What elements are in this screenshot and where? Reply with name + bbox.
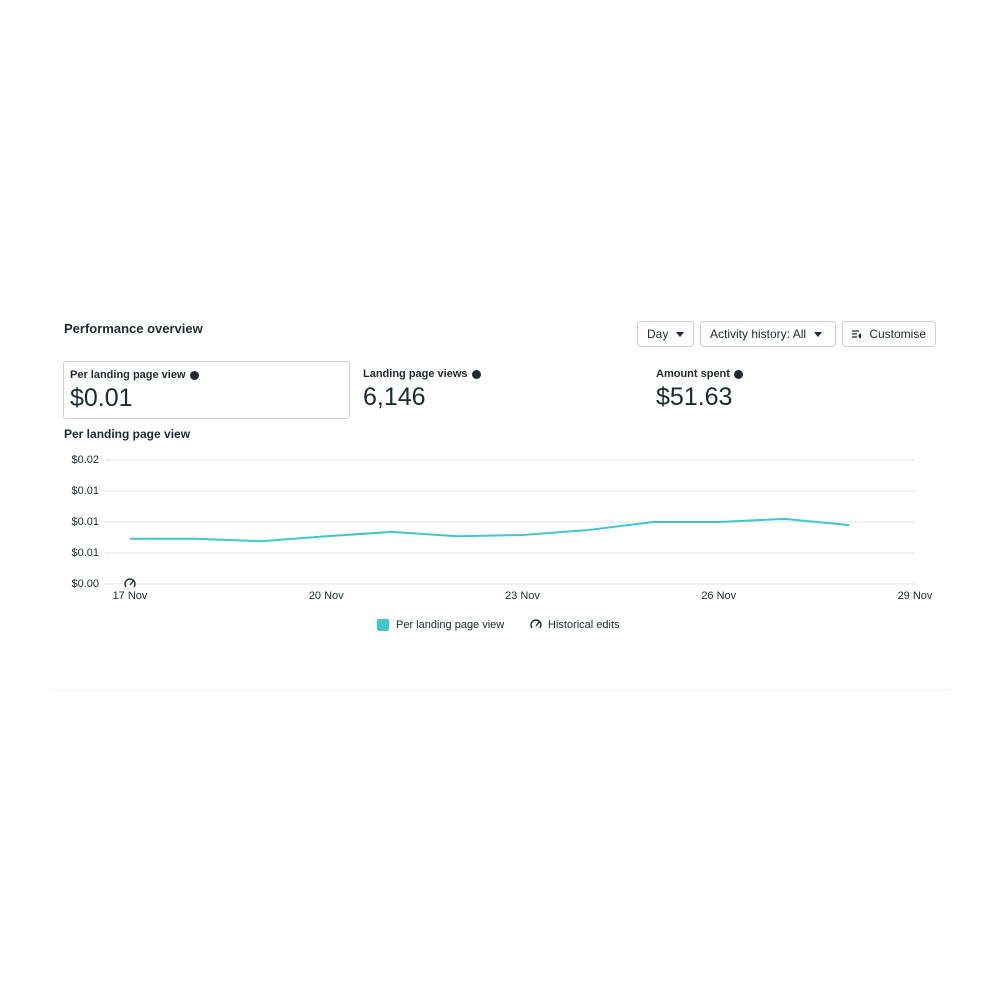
x-tick-label: 23 Nov xyxy=(505,590,540,602)
customise-icon xyxy=(852,330,862,339)
x-tick-label: 29 Nov xyxy=(898,590,933,602)
legend-label: Historical edits xyxy=(548,619,620,631)
customise-button[interactable]: Customise xyxy=(842,321,936,347)
edit-icon xyxy=(129,580,134,586)
edit-icon xyxy=(124,578,136,588)
y-tick-label: $0.01 xyxy=(71,547,99,559)
legend-swatch xyxy=(377,619,389,631)
activity-button[interactable]: Activity history: All xyxy=(700,321,836,347)
edit-icon xyxy=(535,621,540,627)
edit-icon xyxy=(530,619,542,629)
chart-title: Per landing page view xyxy=(64,427,191,441)
info-icon xyxy=(733,369,743,379)
data-line xyxy=(130,517,850,543)
legend-label: Per landing page view xyxy=(396,619,504,631)
metric-value: $51.63 xyxy=(656,383,733,411)
y-tick-label: $0.02 xyxy=(71,454,99,466)
metric-label: Landing page views xyxy=(363,368,468,380)
button-label: Activity history: All xyxy=(710,327,807,341)
metric-card[interactable]: Amount spent $51.63 xyxy=(650,361,937,419)
x-tick-label: 17 Nov xyxy=(113,590,148,602)
section-title: Performance overview xyxy=(64,321,203,336)
metric-card[interactable]: Landing page views 6,146 xyxy=(357,361,644,419)
button-label: Customise xyxy=(869,327,926,341)
info-icon xyxy=(189,370,199,380)
x-tick-label: 20 Nov xyxy=(309,590,344,602)
metric-value: 6,146 xyxy=(363,383,426,411)
metric-card[interactable]: Per landing page view $0.01 xyxy=(63,361,350,419)
caret xyxy=(814,331,823,337)
caret xyxy=(676,331,685,337)
day-button[interactable]: Day xyxy=(637,321,694,347)
info-icon xyxy=(471,369,481,379)
button-label: Day xyxy=(647,327,669,341)
y-tick-label: $0.01 xyxy=(71,516,99,528)
metric-label: Per landing page view xyxy=(70,369,186,381)
y-tick-label: $0.01 xyxy=(71,485,99,497)
metric-label: Amount spent xyxy=(656,368,730,380)
metric-value: $0.01 xyxy=(70,384,133,412)
x-tick-label: 26 Nov xyxy=(701,590,736,602)
y-tick-label: $0.00 xyxy=(71,578,99,590)
